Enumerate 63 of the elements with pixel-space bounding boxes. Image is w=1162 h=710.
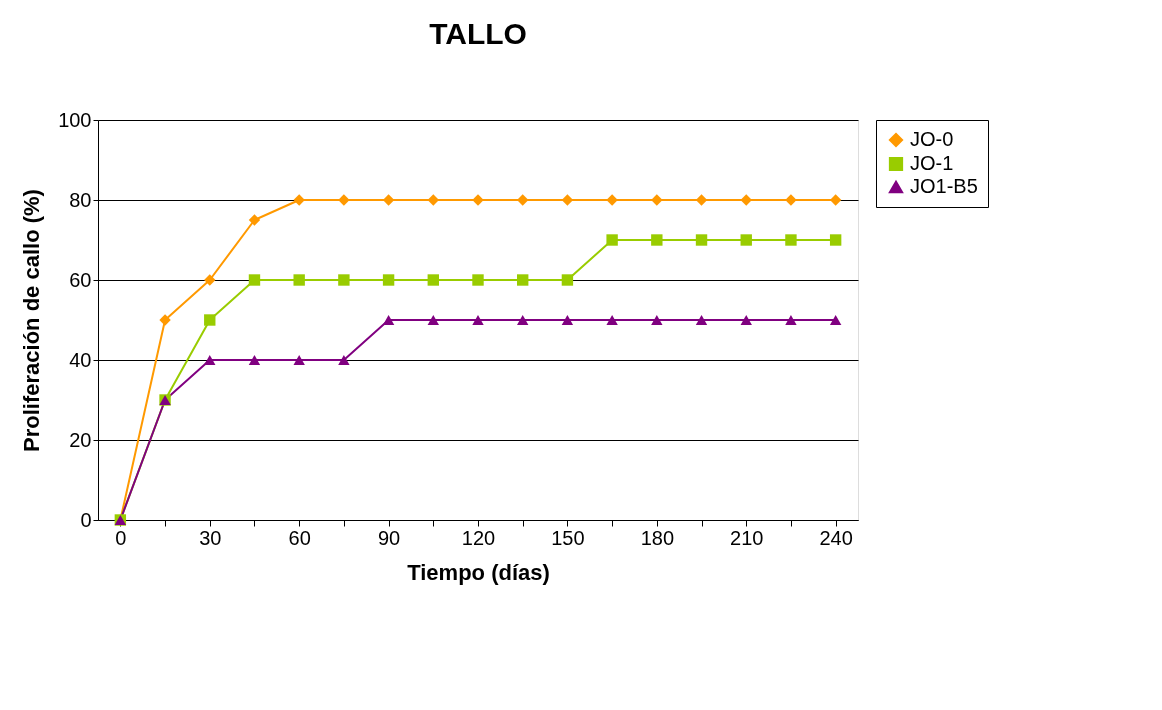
- y-tick-label: 20: [69, 428, 92, 451]
- point: [651, 315, 663, 325]
- point: [785, 315, 797, 325]
- point: [472, 315, 484, 325]
- point: [338, 274, 350, 286]
- x-tick-label: 120: [461, 526, 496, 549]
- y-axis-title: Proliferación de callo (%): [19, 189, 45, 452]
- point: [204, 274, 216, 286]
- point: [293, 274, 305, 286]
- point: [785, 194, 797, 206]
- y-tick-label: 100: [58, 108, 92, 131]
- point: [248, 274, 261, 286]
- x-tick-label: 210: [730, 526, 764, 549]
- point: [248, 214, 261, 226]
- point: [204, 314, 216, 326]
- point: [338, 194, 350, 206]
- point: [740, 315, 752, 325]
- point: [561, 315, 574, 325]
- point: [159, 314, 171, 326]
- point: [740, 194, 752, 206]
- x-tick-label: 30: [199, 526, 222, 549]
- point: [606, 234, 618, 246]
- legend-label: JO-1: [910, 152, 954, 174]
- x-tick-label: 60: [288, 526, 311, 549]
- point: [427, 194, 439, 206]
- point: [382, 274, 395, 286]
- y-tick-label: 80: [69, 188, 92, 211]
- x-tick-label: 0: [115, 526, 127, 549]
- point: [517, 274, 529, 286]
- point: [293, 194, 305, 206]
- point: [248, 355, 261, 365]
- point: [517, 315, 529, 325]
- point: [382, 315, 395, 325]
- point: [472, 274, 484, 286]
- point: [606, 315, 618, 325]
- y-tick-label: 60: [69, 268, 92, 291]
- point: [695, 315, 708, 325]
- x-tick-label: 240: [819, 526, 853, 549]
- x-axis-title: Tiempo (días): [407, 559, 550, 585]
- point: [606, 194, 618, 206]
- point: [829, 234, 842, 246]
- point: [293, 355, 305, 365]
- point: [427, 315, 439, 325]
- point: [561, 274, 574, 286]
- y-tick-label: 0: [80, 508, 92, 531]
- x-tick-label: 150: [551, 526, 585, 549]
- point: [472, 194, 484, 206]
- point: [427, 274, 439, 286]
- point: [204, 355, 216, 365]
- x-tick-label: 180: [640, 526, 675, 549]
- legend-label: JO-0: [910, 128, 954, 150]
- point: [651, 234, 663, 246]
- point: [785, 234, 797, 246]
- legend-label: JO1-B5: [910, 175, 978, 197]
- x-tick-label: 90: [377, 526, 401, 549]
- point: [740, 234, 752, 246]
- y-tick-label: 40: [69, 348, 92, 371]
- point: [829, 315, 842, 325]
- point: [338, 355, 350, 365]
- chart-title: TALLO: [429, 17, 527, 50]
- point: [651, 194, 663, 206]
- point: [517, 194, 529, 206]
- point: [695, 234, 708, 246]
